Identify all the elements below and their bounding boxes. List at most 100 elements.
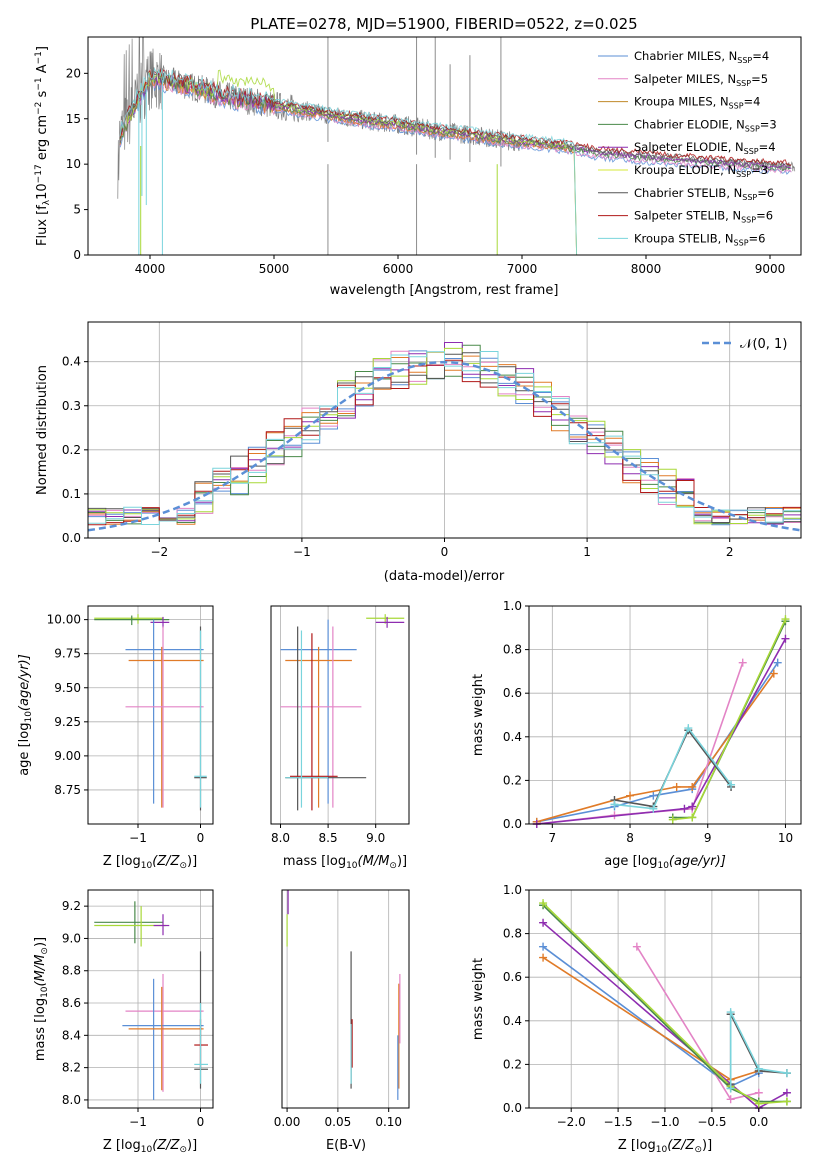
model-spectrum [119, 69, 792, 167]
p5-weight-point [610, 800, 619, 809]
p6-ytick-label: 9.0 [62, 931, 81, 945]
p3-ytick-label: 9.75 [54, 647, 81, 661]
p8-ytick-label: 0.6 [503, 970, 522, 984]
p5-weight-point [781, 634, 790, 643]
p1-xtick-label: 5000 [259, 262, 290, 276]
p8-xtick-label: −2.0 [557, 1115, 586, 1129]
weight-z-ylabel: mass weight [471, 958, 486, 1040]
p8-ytick-label: 0.0 [503, 1101, 522, 1115]
p5-weight-point [738, 658, 747, 667]
p2-xtick-label: −2 [150, 545, 168, 559]
p1-xtick-label: 9000 [755, 262, 786, 276]
p6-xtick-label: 0 [197, 1115, 205, 1129]
residual-ylabel: Normed distribution [35, 365, 50, 495]
p5-xtick-label: 9 [704, 831, 712, 845]
model-spectrum [119, 78, 792, 175]
p8-weight-point [632, 942, 641, 951]
p5-weight-point [672, 782, 681, 791]
p3-ytick-label: 8.75 [54, 783, 81, 797]
p1-ytick-label: 20 [66, 66, 81, 80]
weight-age-xlabel: age [log10(age/yr)] [604, 854, 726, 871]
p2-ytick-label: 0.0 [62, 531, 81, 545]
p8-weight-point [726, 1008, 735, 1017]
p8-xtick-label: −1.0 [650, 1115, 679, 1129]
p8-weight-point [539, 918, 548, 927]
p5-weight-point [688, 802, 697, 811]
weight-z-xlabel: Z [log10(Z/Z⊙)] [618, 1138, 712, 1155]
p5-ytick-label: 0.8 [503, 643, 522, 657]
p5-xtick-label: 7 [548, 831, 556, 845]
mass-ebv-panel: 0.00 0.05 0.10 E(B-V) [274, 889, 410, 1153]
legend-entry: Chabrier STELIB, NSSP=6 [634, 186, 774, 202]
weight-age-panel: 7 8 9 10 0.0 0.2 0.4 0.6 0.8 1.0 age [log10(age/y… [471, 599, 802, 871]
p4-xtick-label: 8.0 [271, 831, 290, 845]
p8-ytick-label: 1.0 [503, 883, 522, 897]
p8-xtick-label: −0.5 [697, 1115, 726, 1129]
p8-xtick-label: 0.0 [749, 1115, 768, 1129]
p5-weight-point [769, 669, 778, 678]
weight-age-ylabel: mass weight [471, 674, 486, 756]
p8-ytick-label: 0.8 [503, 927, 522, 941]
model-spectrum [119, 72, 792, 170]
model-spectrum [119, 67, 578, 256]
p8-xtick-label: −1.5 [604, 1115, 633, 1129]
legend-entry: Chabrier ELODIE, NSSP=3 [634, 117, 777, 133]
p7-xtick-label: 0.10 [375, 1115, 402, 1129]
residual-histogram [88, 351, 801, 525]
p5-ytick-label: 0.4 [503, 730, 522, 744]
p8-weight-point [726, 1084, 735, 1093]
spectrum-xlabel: wavelength [Angstrom, rest frame] [330, 283, 559, 298]
p2-xtick-label: 1 [583, 545, 591, 559]
p8-weight-point [754, 1064, 763, 1073]
p5-weight-point [626, 791, 635, 800]
residual-panel: −2 −1 0 1 2 0.0 0.1 0.2 0.3 0.4 (data-model)/erro… [35, 321, 802, 584]
p1-ytick-label: 10 [66, 157, 81, 171]
spectrum-legend: Chabrier MILES, NSSP=4 Salpeter MILES, NS… [598, 49, 777, 247]
p5-weight-point [688, 813, 697, 822]
p4-xtick-label: 9.0 [366, 831, 385, 845]
p5-xtick-label: 10 [778, 831, 793, 845]
p7-xtick-label: 0.00 [274, 1115, 301, 1129]
p1-xtick-label: 6000 [383, 262, 414, 276]
p7-xtick-label: 0.05 [325, 1115, 352, 1129]
p6-ytick-label: 8.2 [62, 1061, 81, 1075]
p5-weight-point [684, 724, 693, 733]
p8-weight-point [539, 899, 548, 908]
p1-ytick-label: 15 [66, 112, 81, 126]
p8-weight-point [726, 1095, 735, 1104]
p8-ytick-label: 0.2 [503, 1057, 522, 1071]
p2-ytick-label: 0.1 [62, 487, 81, 501]
p1-xtick-label: 4000 [135, 262, 166, 276]
p3-xtick-label: −1 [129, 831, 147, 845]
p5-weight-point [649, 791, 658, 800]
p5-weight-point [649, 804, 658, 813]
age-z-xlabel: Z [log10(Z/Z⊙)] [103, 854, 197, 871]
model-spectrum [119, 77, 578, 256]
p5-ytick-label: 0.6 [503, 686, 522, 700]
mass-z-panel: −1 0 8.0 8.2 8.4 8.6 8.8 9.0 9.2 Z [log10(Z/Z⊙)]… [33, 889, 214, 1155]
p5-weight-point [688, 782, 697, 791]
legend-entry: Salpeter STELIB, NSSP=6 [634, 209, 773, 225]
legend-entry: Kroupa MILES, NSSP=4 [634, 95, 760, 111]
p6-ytick-label: 8.4 [62, 1028, 81, 1042]
residual-legend: 𝒩(0, 1) [702, 337, 787, 352]
p6-ytick-label: 8.6 [62, 996, 81, 1010]
spectrum-ylabel: Flux [fλ10−17 erg cm−2 s−1 A−1] [34, 46, 52, 246]
p1-xtick-label: 8000 [631, 262, 662, 276]
p2-xtick-label: 2 [726, 545, 734, 559]
p2-ytick-label: 0.2 [62, 443, 81, 457]
figure-title: PLATE=0278, MJD=51900, FIBERID=0522, z=0… [250, 15, 637, 33]
legend-entry: Kroupa STELIB, NSSP=6 [634, 231, 765, 247]
legend-entry: Chabrier MILES, NSSP=4 [634, 49, 769, 65]
p5-weight-point [680, 804, 689, 813]
p8-weight-point [782, 1069, 791, 1078]
p8-weight-point [782, 1088, 791, 1097]
mass-z-ylabel: mass [log10(M/M⊙)] [33, 937, 50, 1061]
p2-xtick-label: −1 [293, 545, 311, 559]
p6-xtick-label: −1 [129, 1115, 147, 1129]
p5-xtick-label: 8 [626, 831, 634, 845]
p4-xtick-label: 8.5 [319, 831, 338, 845]
p8-weight-point [539, 942, 548, 951]
p2-ytick-label: 0.4 [62, 355, 81, 369]
p8-weight-line [542, 902, 787, 1105]
